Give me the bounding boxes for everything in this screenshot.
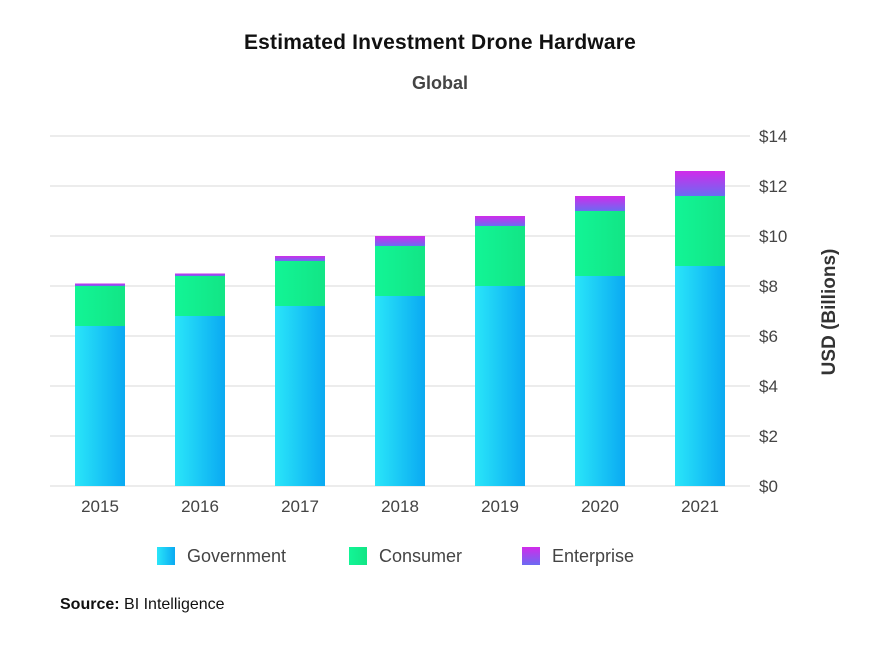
x-tick-label-2019: 2019 [481,497,519,516]
x-tick-label-2020: 2020 [581,497,619,516]
bar-consumer-2015 [75,286,125,326]
bar-enterprise-2021 [675,171,725,196]
legend-label-consumer: Consumer [379,545,463,566]
y-tick-label-2: $2 [759,427,778,446]
bar-consumer-2018 [375,246,425,296]
legend-swatch-government [157,547,175,565]
x-tick-label-2016: 2016 [181,497,219,516]
y-axis-label: USD (Billions) [819,249,840,376]
source-note: Source: BI Intelligence [60,596,225,614]
bar-government-2015 [75,326,125,486]
x-tick-label-2017: 2017 [281,497,319,516]
bar-enterprise-2020 [575,196,625,211]
y-tick-label-10: $10 [759,227,787,246]
legend-label-enterprise: Enterprise [552,545,635,566]
bar-enterprise-2015 [75,283,125,286]
bar-government-2021 [675,266,725,486]
y-tick-label-8: $8 [759,277,778,296]
bar-consumer-2017 [275,261,325,306]
source-label: Source: [60,596,120,613]
bar-consumer-2016 [175,276,225,316]
chart-subtitle: Global [411,73,468,93]
bar-government-2017 [275,306,325,486]
bar-consumer-2021 [675,196,725,266]
y-tick-label-0: $0 [759,477,778,496]
y-tick-label-12: $12 [759,177,787,196]
bar-enterprise-2017 [275,256,325,261]
bar-enterprise-2019 [475,216,525,226]
y-tick-label-14: $14 [759,127,787,146]
bar-consumer-2020 [575,211,625,276]
x-tick-label-2018: 2018 [381,497,419,516]
chart-title: Estimated Investment Drone Hardware [243,31,637,54]
legend-swatch-consumer [349,547,367,565]
y-tick-label-6: $6 [759,327,778,346]
bar-enterprise-2016 [175,273,225,276]
legend-item-consumer: Consumer [349,543,462,569]
bar-government-2016 [175,316,225,486]
legend-item-enterprise: Enterprise [522,543,634,569]
legend-label-government: Government [187,545,287,566]
bar-government-2018 [375,296,425,486]
legend-swatch-enterprise [522,547,540,565]
chart-svg: $0 $2 $4 $6 $8 $10 $12 $14 2015 2016 2017 2018 2019 2… [50,127,840,516]
x-tick-label-2015: 2015 [81,497,119,516]
bar-government-2019 [475,286,525,486]
source-text: BI Intelligence [124,596,225,613]
bar-enterprise-2018 [375,236,425,246]
bar-consumer-2019 [475,226,525,286]
legend-item-government: Government [157,543,286,569]
y-tick-label-4: $4 [759,377,778,396]
bar-government-2020 [575,276,625,486]
x-tick-label-2021: 2021 [681,497,719,516]
legend: Government Consumer Enterprise [0,543,880,569]
